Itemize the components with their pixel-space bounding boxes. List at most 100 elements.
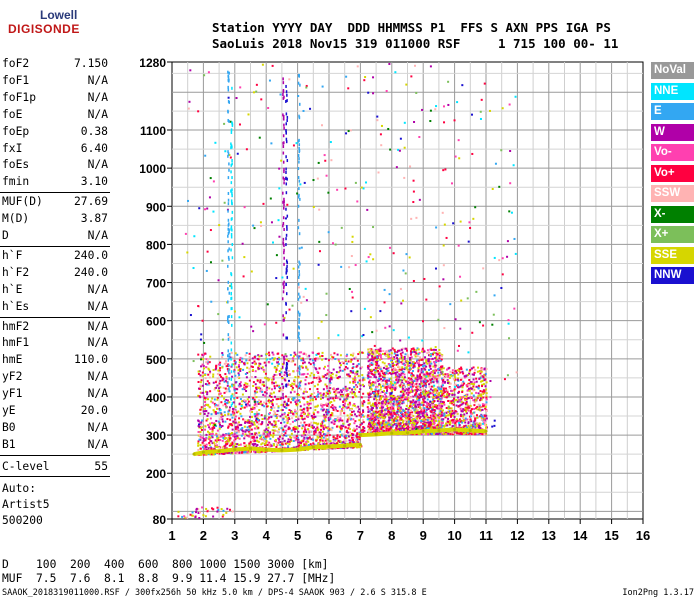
echo-point [412, 425, 415, 428]
echo-point [458, 398, 461, 401]
echo-point [386, 379, 389, 382]
echo-point [435, 395, 438, 398]
echo-point [425, 361, 428, 364]
echo-point [288, 443, 291, 446]
echo-point [297, 416, 300, 419]
echo-point [326, 390, 329, 393]
echo-point [387, 372, 390, 375]
echo-point [313, 395, 316, 398]
echo-point [393, 419, 396, 422]
echo-point [437, 359, 440, 362]
echo-point [362, 400, 365, 403]
echo-point [435, 354, 438, 357]
echo-point [283, 413, 286, 416]
echo-point [373, 411, 376, 414]
echo-point [237, 375, 240, 378]
echo-point [281, 413, 284, 416]
echo-point [297, 376, 300, 379]
echo-point [438, 348, 441, 351]
echo-point [374, 410, 377, 413]
echo-point [267, 441, 270, 444]
echo-point [402, 401, 405, 404]
echo-point [387, 369, 390, 372]
echo-point [239, 412, 242, 415]
echo-point [367, 393, 370, 396]
echo-point [319, 438, 322, 441]
echo-point [440, 422, 443, 425]
echo-point [362, 376, 365, 379]
echo-point [485, 367, 488, 370]
echo-point [238, 451, 241, 454]
echo-point [415, 391, 418, 394]
echo-point [430, 362, 433, 365]
echo-point [379, 356, 382, 359]
echo-point [338, 435, 341, 438]
echo-point [402, 423, 405, 426]
echo-point [307, 404, 310, 407]
echo-point [286, 383, 289, 386]
echo-point [235, 431, 238, 434]
echo-point [320, 422, 323, 425]
echo-point [418, 411, 421, 414]
echo-point [439, 410, 442, 413]
echo-point [394, 387, 397, 390]
echo-point [413, 403, 416, 406]
echo-point [358, 379, 361, 382]
echo-point [425, 405, 428, 408]
echo-point [301, 427, 304, 430]
echo-point [263, 405, 266, 408]
echo-point [371, 349, 374, 352]
echo-point [417, 361, 420, 364]
echo-point [234, 418, 237, 421]
echo-point [416, 397, 419, 400]
echo-point [307, 395, 310, 398]
echo-point [204, 407, 207, 410]
echo-point [375, 364, 378, 367]
echo-point [279, 441, 282, 444]
echo-point [226, 384, 229, 387]
echo-point [317, 442, 320, 445]
echo-point [302, 432, 305, 435]
echo-point [454, 383, 457, 386]
echo-point [383, 413, 386, 416]
panel-separator [0, 192, 110, 194]
echo-point [432, 396, 435, 399]
echo-point [469, 388, 472, 391]
echo-point [255, 386, 258, 389]
echo-point [371, 404, 374, 407]
echo-point [344, 366, 347, 369]
echo-point [412, 347, 415, 350]
echo-point [265, 423, 268, 426]
echo-point [393, 367, 396, 370]
echo-point [278, 386, 281, 389]
echo-point [293, 428, 296, 431]
echo-point [425, 412, 428, 415]
echo-point [330, 376, 333, 379]
echo-point [291, 382, 294, 385]
echo-point [216, 404, 219, 407]
echo-point [318, 367, 321, 370]
echo-point [373, 398, 376, 401]
echo-point [216, 377, 219, 380]
echo-point [207, 403, 210, 406]
echo-point [250, 376, 253, 379]
echo-point [393, 372, 396, 375]
echo-point [295, 438, 298, 441]
echo-point [330, 400, 333, 403]
echo-point [218, 369, 221, 372]
echo-point [258, 355, 261, 358]
echo-point [381, 404, 384, 407]
echo-point [342, 388, 345, 391]
echo-point [206, 362, 209, 365]
echo-point [439, 408, 442, 411]
echo-point [318, 378, 321, 381]
echo-point [398, 400, 401, 403]
echo-point [461, 389, 464, 392]
echo-point [428, 362, 431, 365]
echo-point [396, 421, 399, 424]
echo-point [368, 428, 371, 431]
echo-point [413, 350, 416, 353]
echo-point [368, 414, 371, 417]
echo-point [244, 382, 247, 385]
echo-point [389, 406, 392, 409]
